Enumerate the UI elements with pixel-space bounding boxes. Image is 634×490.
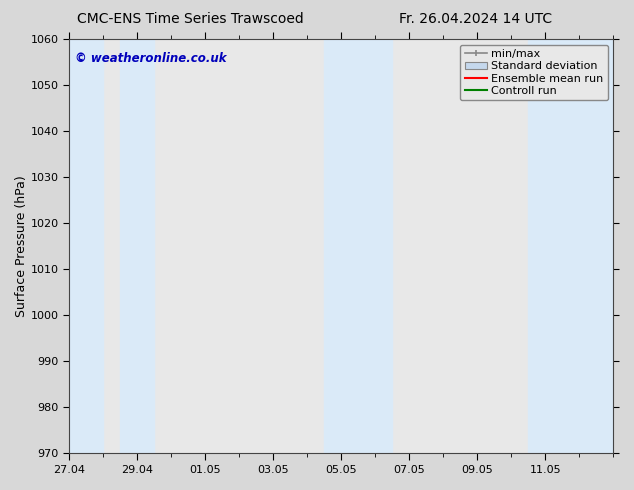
Text: CMC-ENS Time Series Trawscoed: CMC-ENS Time Series Trawscoed (77, 12, 304, 26)
Bar (120, 39, 154, 453)
Bar (528, 39, 614, 453)
Text: Fr. 26.04.2024 14 UTC: Fr. 26.04.2024 14 UTC (399, 12, 552, 26)
Y-axis label: Surface Pressure (hPa): Surface Pressure (hPa) (15, 175, 28, 317)
Bar (325, 39, 392, 453)
Text: © weatheronline.co.uk: © weatheronline.co.uk (75, 51, 226, 65)
Bar (69, 39, 103, 453)
Legend: min/max, Standard deviation, Ensemble mean run, Controll run: min/max, Standard deviation, Ensemble me… (460, 45, 608, 100)
